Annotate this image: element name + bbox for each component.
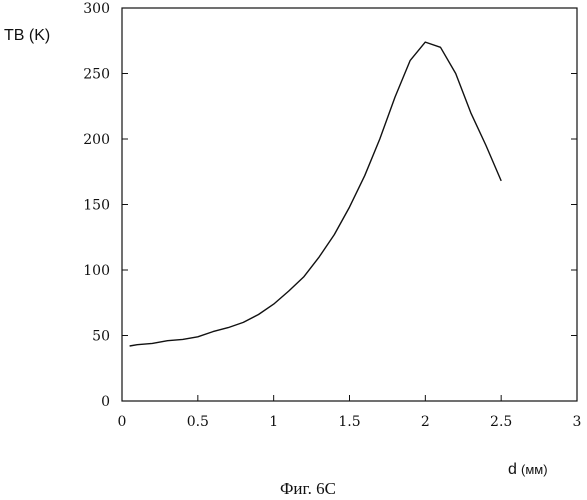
series-group (130, 42, 502, 346)
x-tick-label: 1.5 (338, 414, 360, 430)
x-tick-label: 2.5 (490, 414, 512, 430)
y-tick-label: 250 (83, 67, 110, 83)
y-tick-label: 200 (83, 132, 110, 148)
series-line (130, 42, 502, 346)
x-tick-label: 0 (118, 414, 127, 430)
y-axis-ticks: 0 50 100 150 200 250 300 (83, 1, 577, 410)
x-tick-label: 2 (421, 414, 430, 430)
x-tick-label: 0.5 (187, 414, 209, 430)
x-axis-title: d (508, 461, 517, 478)
y-tick-label: 0 (101, 394, 110, 410)
y-tick-label: 150 (83, 198, 110, 214)
y-tick-label: 300 (83, 1, 110, 17)
y-tick-label: 100 (83, 263, 110, 279)
x-tick-label: 3 (573, 414, 582, 430)
y-axis-title: TB (K) (4, 27, 50, 44)
x-axis-unit: (мм) (521, 462, 548, 477)
x-tick-label: 1 (269, 414, 278, 430)
plot-frame (122, 8, 577, 401)
figure-caption: Фиг. 6С (280, 479, 336, 498)
y-tick-label: 50 (92, 329, 110, 345)
x-axis-ticks: 0 0.5 1 1.5 2 2.5 3 (118, 395, 582, 430)
